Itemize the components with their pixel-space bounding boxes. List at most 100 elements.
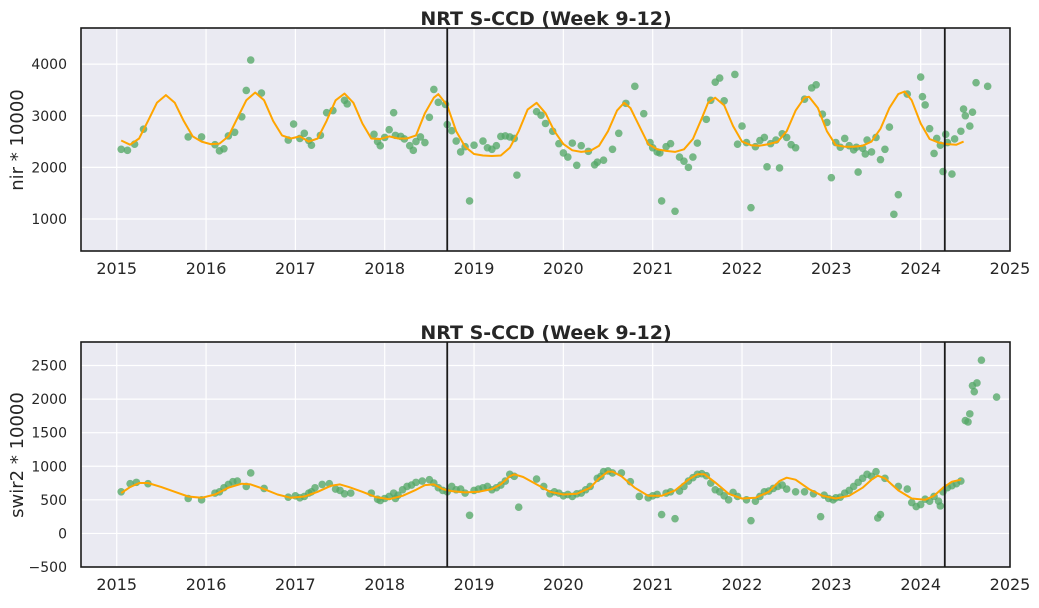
nir-plot-background [81, 28, 1010, 251]
nir-data-point [639, 109, 648, 118]
nir-data-point [465, 197, 474, 205]
swir2-chart-title: NRT S-CCD (Week 9-12) [420, 322, 671, 344]
nir-data-point [840, 134, 849, 143]
swir2-data-point [800, 487, 809, 496]
swir2-data-point [653, 490, 661, 499]
swir2-data-point [671, 514, 679, 523]
nir-y-tick-label: 1000 [31, 212, 67, 228]
nir-data-point [370, 130, 378, 139]
nir-data-point [289, 120, 298, 128]
nir-x-tick-label: 2015 [96, 259, 137, 278]
nir-data-point [966, 122, 974, 130]
swir2-data-point [964, 418, 972, 426]
swir2-x-tick-label: 2018 [364, 575, 405, 594]
nir-data-point [894, 190, 903, 199]
swir2-data-point [876, 510, 885, 519]
nir-data-point [715, 74, 724, 82]
nir-data-point [684, 163, 693, 172]
swir2-data-point [246, 469, 255, 477]
nir-data-point [452, 137, 460, 145]
nir-data-point [572, 161, 581, 170]
swir2-data-point [657, 510, 666, 519]
nir-x-tick-label: 2024 [900, 259, 941, 278]
nir-x-tick-label: 2017 [275, 259, 316, 278]
swir2-data-point [916, 500, 925, 509]
nir-data-point [409, 146, 418, 155]
swir2-data-point [724, 496, 733, 504]
nir-x-tick-label: 2019 [454, 259, 495, 278]
swir2-y-tick-label: 2500 [31, 359, 67, 375]
swir2-data-point [346, 489, 355, 497]
nir-data-point [593, 158, 602, 167]
swir2-data-point [117, 487, 125, 496]
swir2-data-point [412, 478, 420, 487]
nir-plot-frame [80, 27, 1011, 252]
nir-data-point [689, 153, 697, 161]
nir-data-point [867, 148, 876, 156]
swir2-data-point [791, 487, 800, 496]
nir-plot-area [80, 27, 1011, 252]
nir-data-point [434, 98, 443, 107]
nir-y-tick-label: 4000 [31, 57, 67, 73]
nir-data-point [876, 155, 885, 164]
nir-data-point [657, 197, 666, 205]
nir-data-point [614, 129, 623, 138]
nir-data-point [693, 139, 702, 147]
nir-data-point [916, 73, 925, 81]
nir-data-point [220, 144, 228, 153]
swir2-data-point [992, 393, 1001, 401]
swir2-data-point [903, 485, 912, 493]
nir-data-point [948, 170, 956, 178]
swir2-data-point [635, 492, 644, 501]
nir-data-point [425, 113, 434, 122]
nir-data-point [564, 153, 572, 161]
swir2-data-point [872, 467, 880, 476]
swir2-y-tick-label: −500 [29, 560, 67, 576]
swir2-y-tick-label: 1500 [31, 426, 67, 442]
swir2-data-point [418, 477, 427, 485]
swir2-data-point [966, 410, 974, 418]
swir2-x-tick-label: 2024 [900, 575, 941, 594]
nir-data-point [666, 139, 675, 148]
nir-data-point [376, 141, 385, 150]
nir-data-point [890, 210, 898, 219]
swir2-data-point [514, 503, 523, 512]
swir2-y-tick-label: 1000 [31, 459, 67, 475]
swir2-fitted-curve [120, 470, 962, 501]
nir-data-point [775, 164, 784, 172]
nir-data-point [389, 108, 398, 117]
swir2-x-tick-label: 2023 [811, 575, 852, 594]
nir-y-tick-label: 3000 [31, 109, 67, 125]
nir-data-point [738, 122, 746, 130]
nir-x-tick-label: 2020 [543, 259, 584, 278]
nir-data-point [733, 140, 742, 148]
swir2-x-tick-label: 2022 [722, 575, 763, 594]
nir-data-point [385, 125, 393, 134]
swir2-x-tick-label: 2017 [275, 575, 316, 594]
nir-data-point [812, 80, 820, 89]
swir2-data-point [816, 512, 825, 521]
swir2-data-point [936, 502, 945, 510]
swir2-x-tick-label: 2021 [632, 575, 673, 594]
swir2-data-point [318, 480, 326, 489]
swir2-y-tick-label: 2000 [31, 392, 67, 408]
nir-chart-panel: NRT S-CCD (Week 9-12) nir * 10000 2015 20… [7, 8, 1030, 278]
nir-data-point [925, 124, 934, 133]
nir-data-point [456, 148, 465, 156]
nir-data-point [731, 70, 739, 79]
swir2-x-tick-label: 2025 [990, 575, 1031, 594]
nir-data-point [577, 141, 586, 150]
nir-x-tick-label: 2016 [186, 259, 227, 278]
nir-x-tick-label: 2018 [364, 259, 405, 278]
nir-data-point [608, 145, 617, 154]
nir-data-point [680, 157, 688, 165]
nir-data-point [854, 168, 862, 176]
nir-data-point [537, 111, 545, 120]
nir-data-point [430, 85, 438, 94]
swir2-data-point [970, 387, 979, 396]
nir-data-point [421, 138, 429, 147]
nir-data-point [918, 92, 927, 101]
swir2-data-point [311, 483, 319, 492]
swir2-data-point [973, 379, 981, 387]
